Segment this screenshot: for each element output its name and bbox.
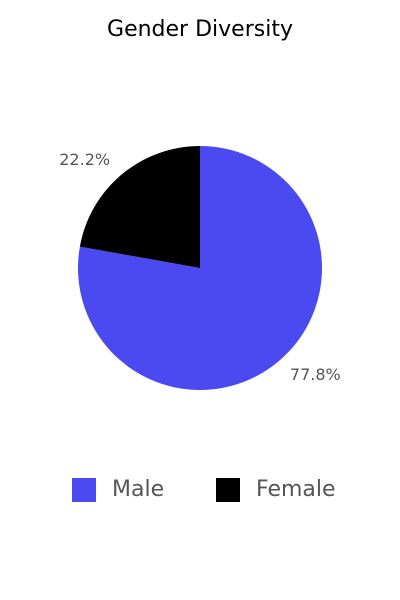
legend-swatch [72,478,96,502]
legend-swatch [216,478,240,502]
legend-label: Male [112,477,164,502]
value-label: 77.8% [290,365,341,384]
chart-title: Gender Diversity [107,17,293,42]
value-label: 22.2% [59,150,110,169]
legend-label: Female [256,477,336,502]
pie-slice [79,146,200,268]
